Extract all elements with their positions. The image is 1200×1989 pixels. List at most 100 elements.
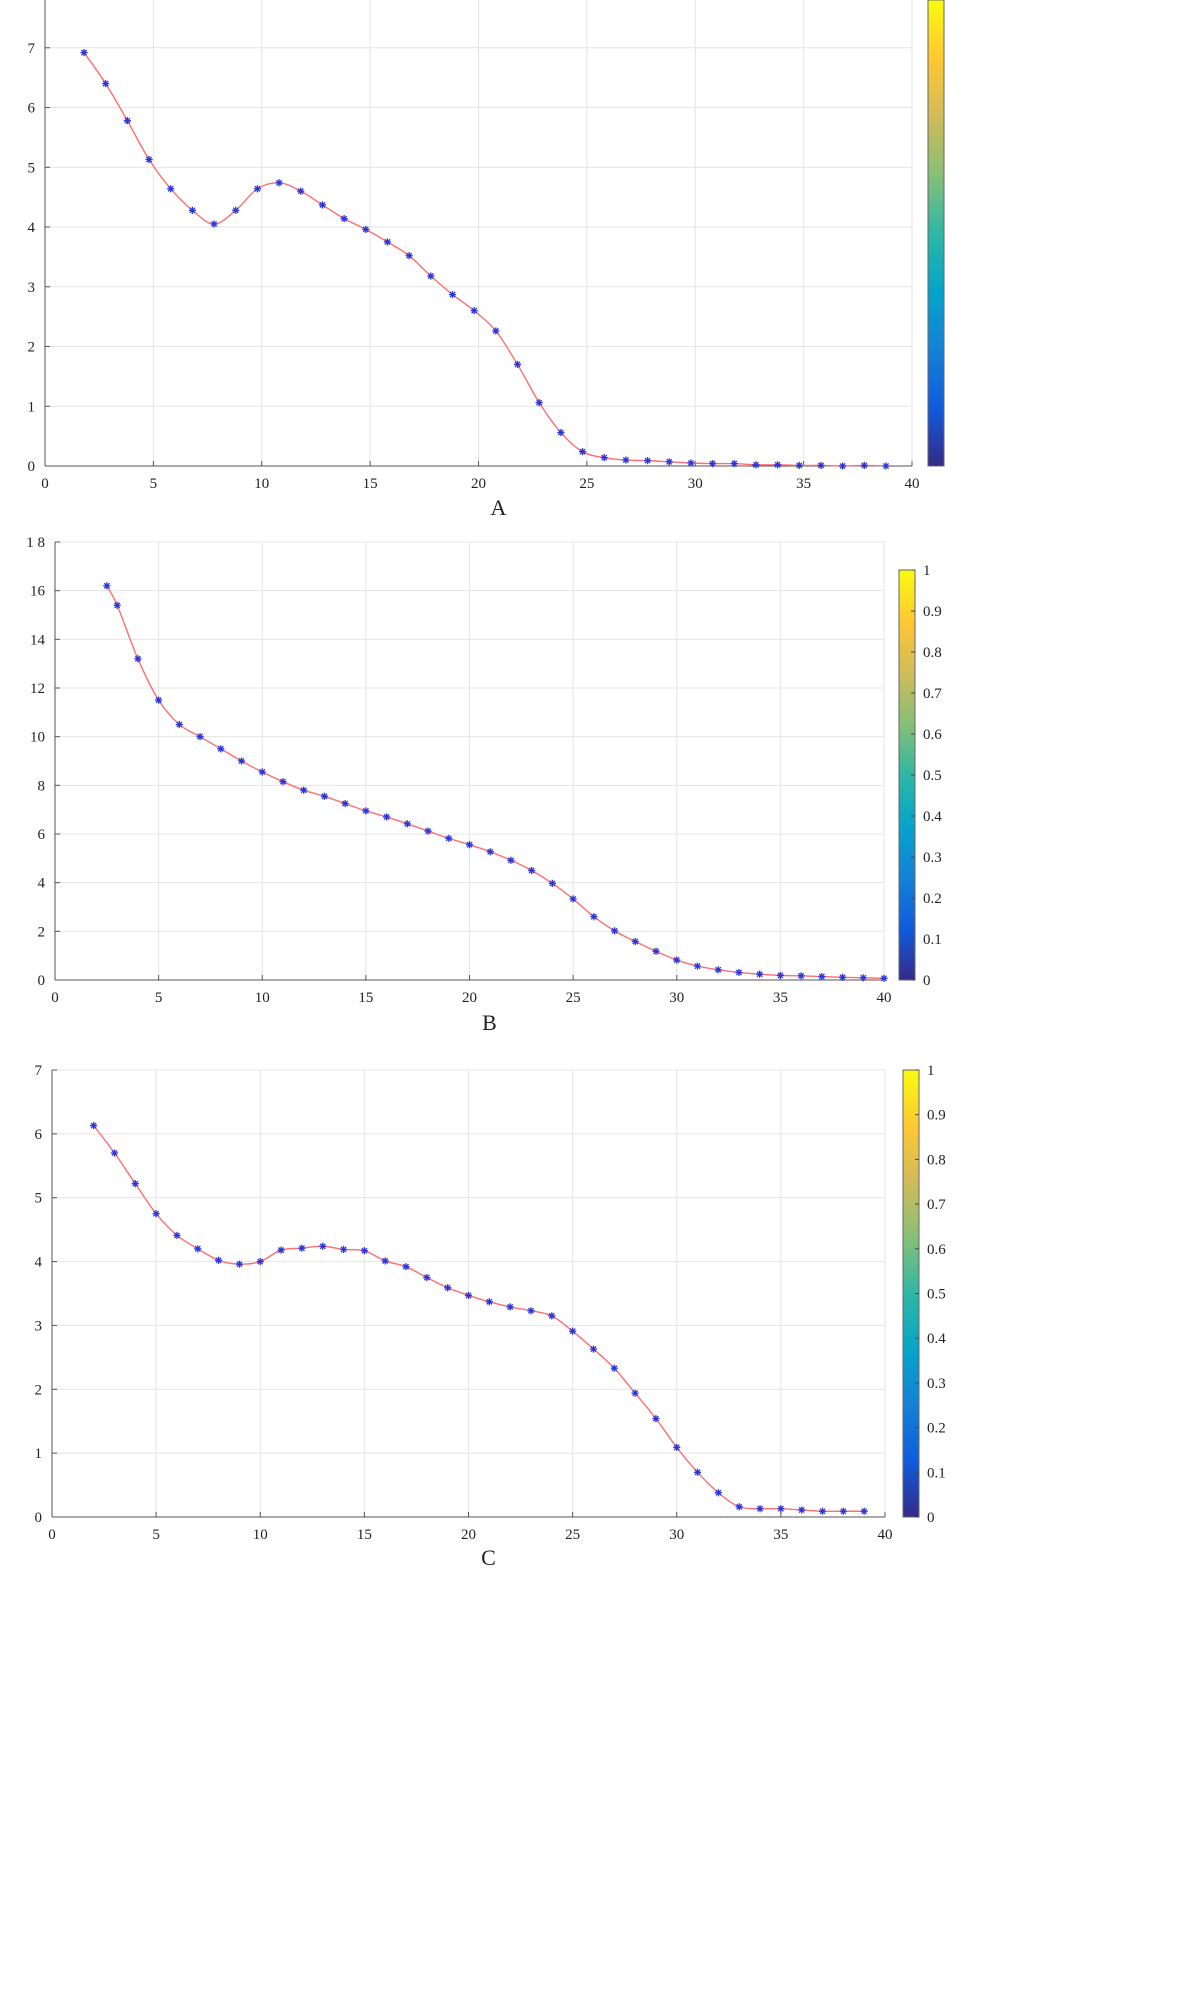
data-point-marker	[673, 956, 681, 964]
data-point-marker	[424, 827, 432, 835]
data-point-marker	[486, 848, 494, 856]
data-point-marker	[687, 459, 695, 467]
data-point-marker	[485, 1298, 493, 1306]
y-tick-label: 1	[28, 399, 36, 415]
data-point-marker	[752, 461, 760, 469]
data-point-marker	[776, 971, 784, 979]
colorbar-tick-label: 0.7	[927, 1197, 946, 1213]
x-tick-label: 40	[877, 990, 892, 1006]
data-point-marker	[527, 1307, 535, 1315]
x-tick-label: 25	[579, 476, 594, 492]
data-point-marker	[535, 399, 543, 407]
data-point-marker	[448, 290, 457, 299]
data-point-marker	[103, 582, 111, 590]
data-point-marker	[194, 1245, 202, 1253]
colorbar-tick-label: 0.4	[927, 1331, 946, 1347]
y-tick-label: 1	[35, 1446, 43, 1462]
data-point-marker	[256, 1257, 264, 1266]
data-point-marker	[665, 458, 673, 466]
data-point-marker	[300, 786, 308, 794]
data-point-marker	[860, 1507, 868, 1515]
data-point-marker	[152, 1210, 160, 1218]
colorbar-tick-label: 0.7	[923, 686, 942, 702]
data-point-marker	[362, 225, 370, 234]
data-point-marker	[693, 1468, 702, 1476]
data-point-marker	[134, 655, 142, 663]
data-point-marker	[528, 866, 536, 875]
data-point-marker	[797, 972, 805, 980]
y-tick-label: 4	[38, 876, 46, 892]
y-tick-label: 4	[35, 1255, 43, 1271]
data-point-marker	[795, 461, 803, 469]
data-point-marker	[882, 462, 890, 470]
data-point-marker	[777, 1505, 785, 1513]
chart-panel-a: 0 5 10 15 20 25 30 35 40 0 1 2 3 4 5 6 7 A	[28, 0, 945, 520]
x-tick-label: 5	[152, 1527, 160, 1543]
data-point-marker	[817, 461, 825, 469]
data-point-marker	[275, 179, 283, 187]
y-tick-label: 2	[35, 1382, 43, 1398]
x-tick-label: 35	[796, 476, 811, 492]
data-point-marker	[838, 973, 847, 981]
colorbar-tick-label: 0.5	[927, 1287, 946, 1303]
colorbar-tick-label: 0.5	[923, 768, 942, 784]
y-tick-label: 5	[28, 160, 36, 176]
y-tick-label: 10	[30, 730, 45, 746]
data-point-marker	[196, 733, 204, 741]
data-point-marker	[175, 720, 183, 729]
data-point-marker	[155, 696, 163, 704]
data-point-marker	[319, 1242, 327, 1250]
data-point-marker	[507, 856, 515, 864]
x-tick-label: 0	[41, 476, 49, 492]
data-point-marker	[818, 972, 826, 981]
data-point-marker	[652, 1415, 660, 1423]
series-line	[106, 585, 885, 979]
series-line	[83, 52, 887, 467]
data-point-marker	[673, 1443, 681, 1452]
data-point-marker	[622, 456, 630, 464]
y-tick-label: 7	[35, 1063, 43, 1079]
x-tick-label: 30	[688, 476, 703, 492]
data-point-marker	[80, 48, 88, 57]
data-point-marker	[258, 768, 266, 776]
panel-label: C	[481, 1545, 496, 1570]
x-tick-label: 40	[905, 476, 920, 492]
data-point-marker	[297, 187, 305, 195]
data-point-marker	[110, 1149, 119, 1157]
data-point-marker	[839, 462, 847, 470]
colorbar-tick-label: 0	[923, 973, 931, 989]
y-tick-label: 4	[28, 220, 36, 236]
x-tick-label: 15	[358, 990, 373, 1006]
data-point-marker	[492, 327, 500, 335]
data-point-marker	[798, 1506, 806, 1514]
y-tick-label: 8	[38, 778, 46, 794]
data-point-marker	[235, 1260, 244, 1268]
data-point-marker	[145, 155, 153, 164]
data-point-marker	[405, 252, 413, 260]
colorbar-tick-label: 0.8	[923, 645, 942, 661]
data-point-marker	[427, 272, 435, 280]
y-tick-label: 14	[30, 632, 46, 648]
data-point-marker	[610, 927, 619, 935]
colorbar-tick-label: 0.9	[927, 1108, 946, 1124]
data-point-marker	[569, 895, 577, 903]
colorbar-tick-label: 0.4	[923, 809, 942, 825]
y-tick-label: 0	[28, 459, 36, 475]
data-point-marker	[714, 966, 722, 974]
x-tick-label: 0	[51, 990, 59, 1006]
data-point-marker	[113, 601, 121, 609]
colorbar-tick-label: 0.9	[923, 604, 942, 620]
data-point-marker	[600, 454, 608, 462]
data-point-marker	[381, 1257, 389, 1265]
y-tick-label: 7	[28, 41, 36, 57]
data-point-marker	[210, 220, 218, 228]
data-point-marker	[237, 757, 246, 765]
data-point-marker	[860, 461, 868, 469]
data-point-marker	[465, 841, 474, 849]
data-point-marker	[708, 460, 717, 468]
data-point-marker	[557, 428, 565, 437]
x-tick-label: 20	[471, 476, 486, 492]
data-point-marker	[548, 1312, 556, 1320]
x-tick-label: 5	[155, 990, 163, 1006]
data-point-marker	[464, 1291, 473, 1300]
